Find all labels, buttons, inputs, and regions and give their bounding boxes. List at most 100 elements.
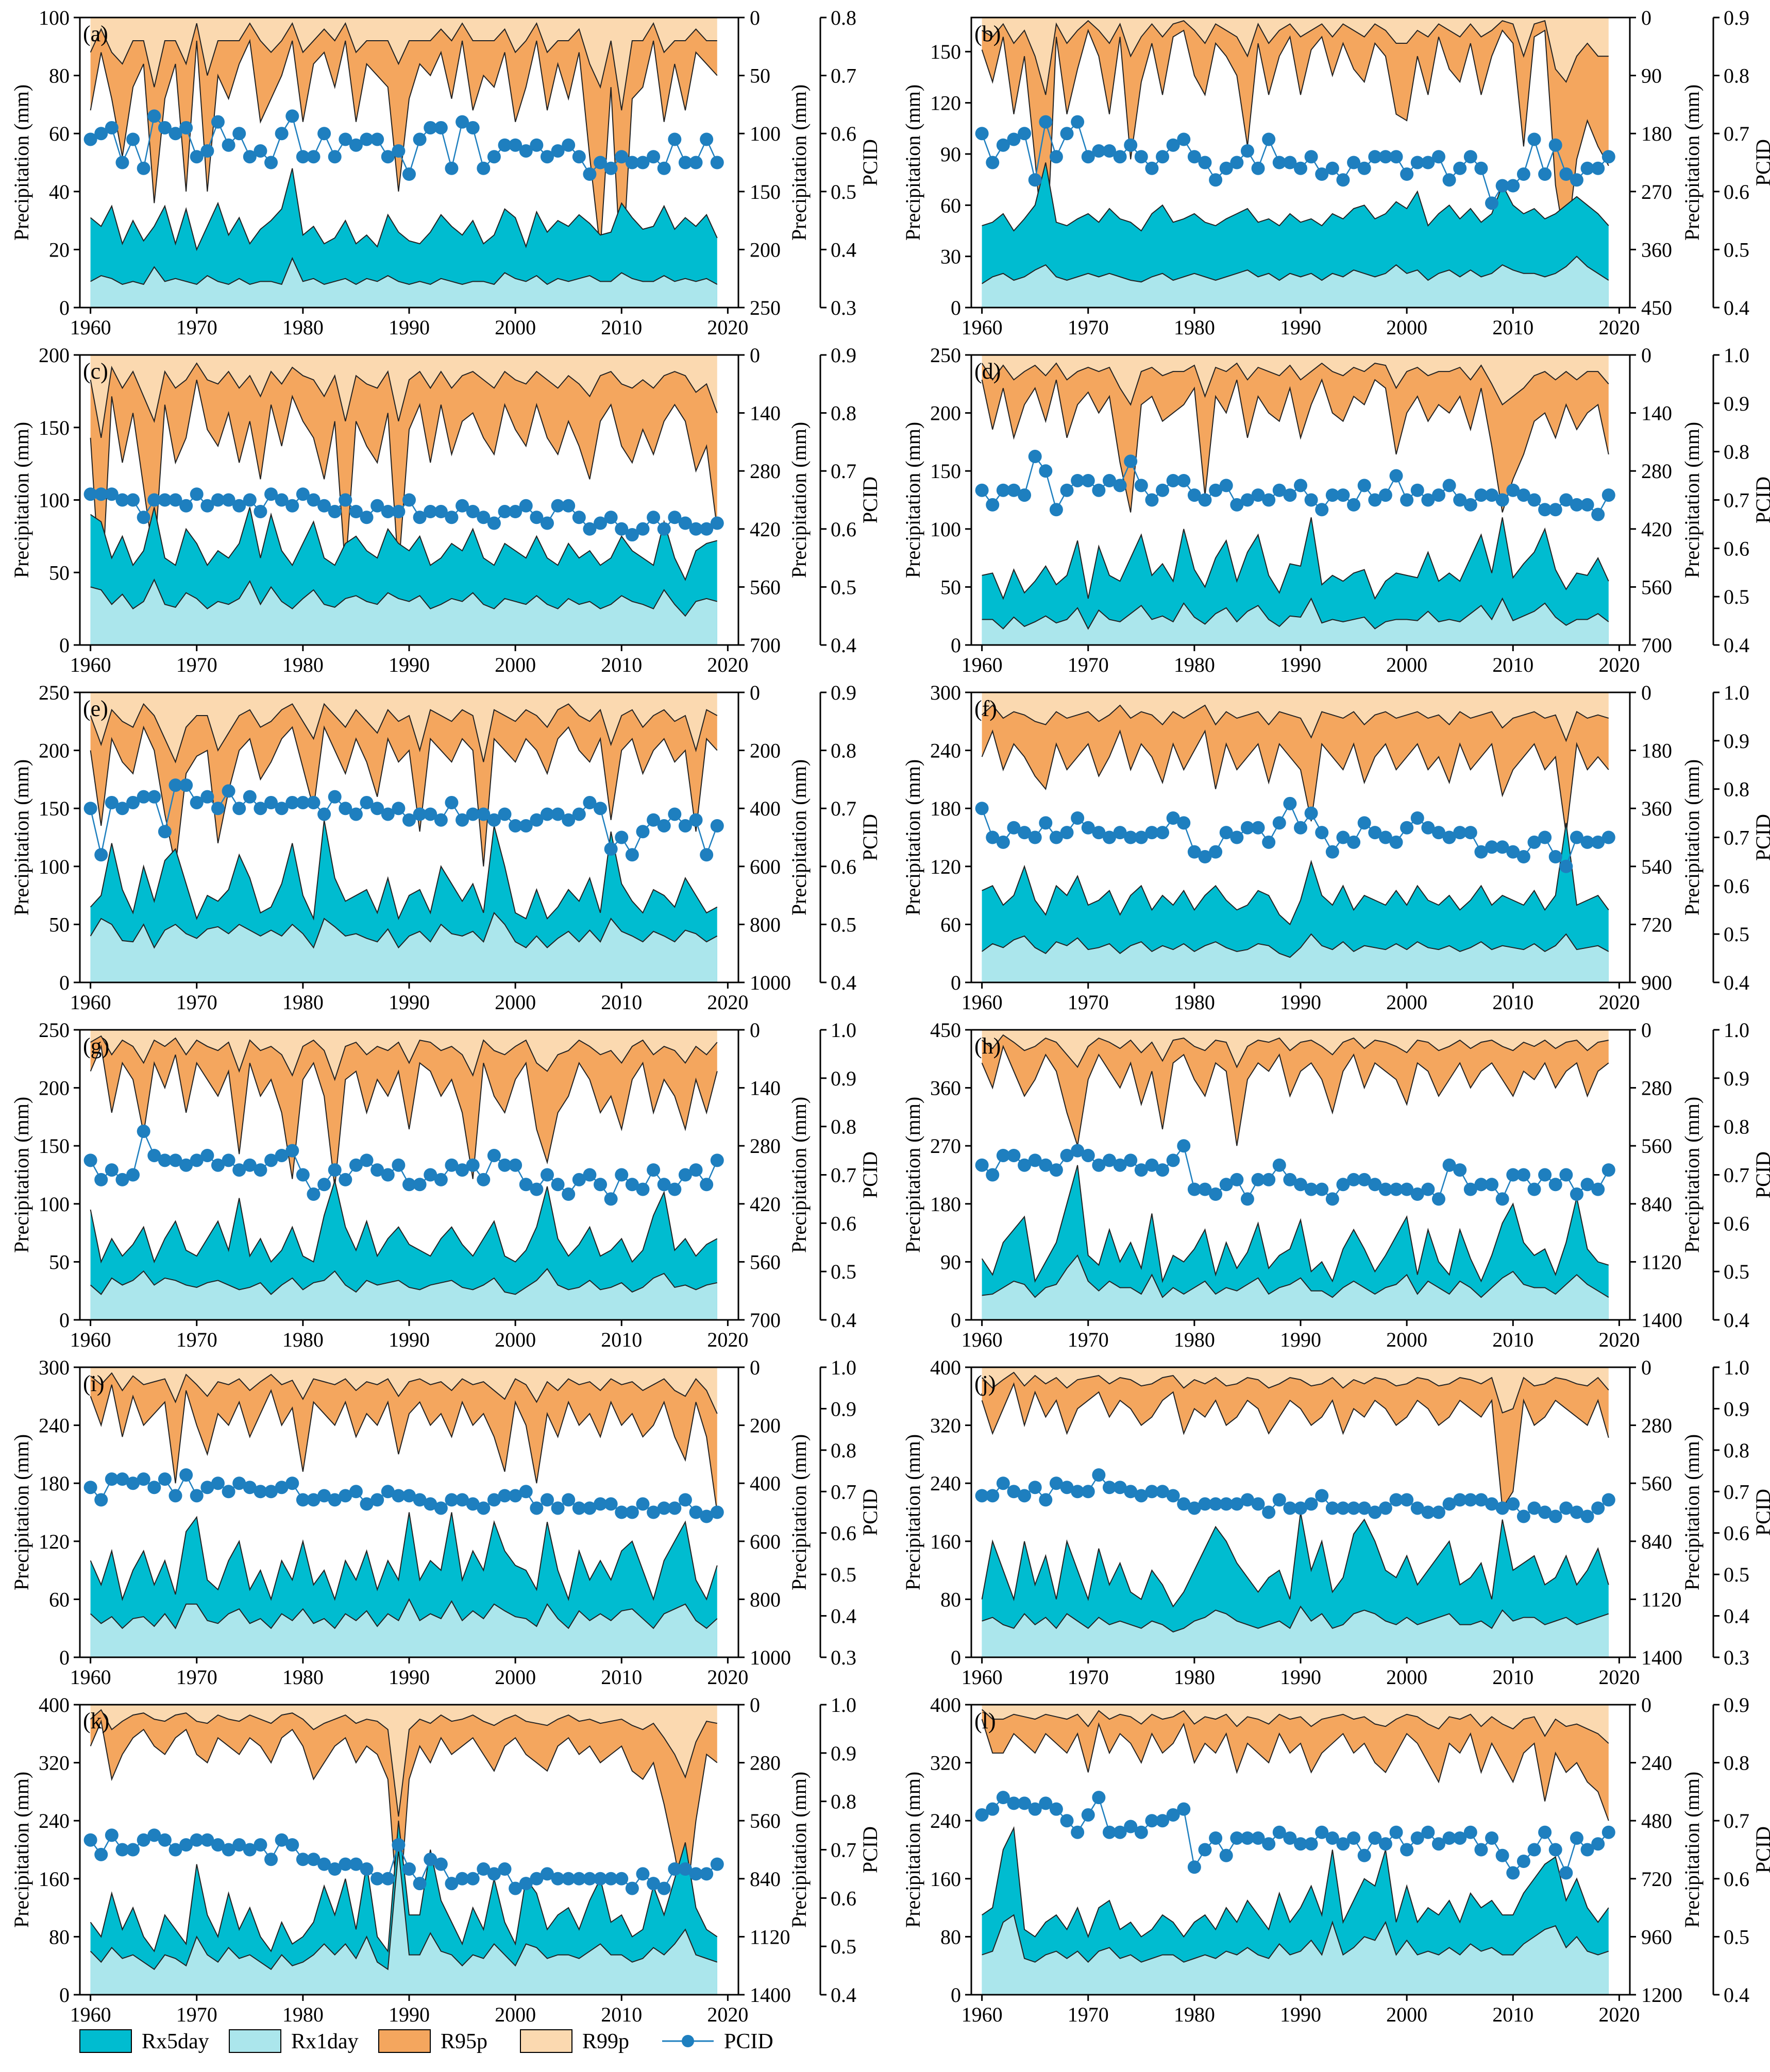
pcid-point	[254, 1163, 267, 1177]
panel-label: (b)	[974, 21, 1001, 46]
pcid-point	[678, 1493, 692, 1507]
pcid-point	[647, 813, 661, 827]
r99p-line	[90, 703, 718, 763]
x-tick-label: 2000	[495, 1666, 536, 1689]
rx5day-line	[90, 507, 718, 581]
pcid-point	[594, 1872, 608, 1886]
pcid-point	[519, 499, 533, 513]
y2-tick-label: 700	[750, 634, 781, 657]
y3-tick-label: 0.4	[831, 238, 856, 261]
x-tick-label: 1990	[1280, 2003, 1321, 2026]
plot-area	[83, 1030, 724, 1320]
pcid-point	[296, 1853, 310, 1866]
y-tick-label: 80	[940, 1588, 961, 1611]
rx1day-line	[90, 1849, 718, 1971]
pcid-point	[594, 516, 608, 530]
pcid-point	[975, 1158, 989, 1172]
pcid-point	[1357, 816, 1371, 830]
pcid-point	[975, 483, 989, 497]
pcid-point	[1559, 1866, 1573, 1880]
pcid-point	[519, 1877, 533, 1891]
pcid-point	[636, 522, 650, 536]
y3-tick-label: 0.9	[1724, 729, 1749, 753]
x-tick-label: 1970	[176, 2003, 217, 2026]
pcid-point	[1357, 1501, 1371, 1515]
pcid-point	[243, 493, 257, 507]
panel-g: 1960 1970 1980 1990 2000 2010 2020050100150200…	[10, 1018, 882, 1351]
pcid-point	[986, 1168, 1000, 1182]
y-tick-label: 240	[930, 1472, 961, 1495]
pcid-point	[1602, 1163, 1615, 1177]
y2-tick-label: 420	[750, 1193, 781, 1216]
r95p-area	[982, 1035, 1609, 1146]
y-tick-label: 0	[59, 1309, 70, 1332]
y2-tick-label: 560	[1641, 1472, 1672, 1495]
pcid-point	[1219, 1497, 1233, 1511]
pcid-point	[339, 1489, 352, 1503]
pcid-point	[370, 1872, 384, 1886]
pcid-point	[137, 1472, 150, 1486]
y3-tick-label: 0.3	[1724, 1646, 1749, 1669]
pcid-point	[115, 156, 129, 169]
y2-tick-label: 280	[750, 460, 781, 483]
x-tick-label: 2000	[1386, 2003, 1427, 2026]
pcid-point	[137, 511, 150, 524]
pcid-point	[700, 1178, 714, 1192]
pcid-point	[562, 1493, 576, 1507]
pcid-point	[1102, 1825, 1116, 1839]
pcid-point	[986, 830, 1000, 844]
pcid-point	[147, 109, 161, 123]
pcid-point	[1357, 479, 1371, 492]
pcid-point	[1548, 503, 1562, 517]
pcid-point	[254, 1838, 267, 1852]
x-tick-label: 1970	[176, 991, 217, 1014]
y-tick-label: 100	[39, 489, 70, 512]
y2-tick-label: 90	[1641, 64, 1662, 88]
pcid-point	[1325, 1831, 1339, 1845]
y-tick-label: 120	[930, 92, 961, 115]
pcid-point	[1315, 503, 1329, 517]
pcid-point	[583, 1501, 597, 1515]
pcid-point	[1580, 498, 1594, 512]
pcid-point	[200, 499, 214, 513]
pcid-point	[710, 1857, 724, 1871]
plot-area	[83, 355, 724, 645]
x-tick-label: 1960	[962, 2003, 1003, 2026]
pcid-point	[254, 1485, 267, 1499]
y3-axis-title: PCID	[1751, 1151, 1770, 1198]
pcid-point	[1495, 1848, 1509, 1862]
pcid-point	[1485, 840, 1499, 854]
x-tick-label: 2020	[1598, 991, 1640, 1014]
pcid-point	[349, 1158, 363, 1172]
y3-tick-label: 0.6	[1724, 874, 1749, 897]
pcid-point	[562, 1872, 576, 1886]
pcid-point	[1039, 1493, 1053, 1507]
y3-tick-label: 0.9	[1724, 1693, 1749, 1717]
pcid-point	[604, 1872, 618, 1886]
pcid-point	[83, 1481, 97, 1494]
pcid-point	[1294, 821, 1307, 835]
pcid-point	[115, 1472, 129, 1486]
legend-label: Rx5day	[142, 2030, 209, 2053]
y-tick-label: 100	[930, 518, 961, 541]
pcid-point	[1007, 132, 1021, 146]
r95p-line	[981, 1719, 1609, 1821]
pcid-point	[1463, 1493, 1477, 1507]
y3-tick-label: 0.8	[1724, 64, 1749, 88]
pcid-point	[115, 493, 129, 507]
pcid-point	[1262, 1837, 1276, 1851]
pcid-point	[1304, 493, 1318, 507]
y2-tick-label: 250	[750, 296, 781, 319]
pcid-point	[540, 1493, 554, 1507]
pcid-point	[211, 493, 225, 507]
pcid-point	[1272, 156, 1286, 169]
rx1day-line	[90, 911, 718, 949]
pcid-point	[1039, 1796, 1053, 1810]
y-tick-label: 0	[59, 296, 70, 319]
pcid-point	[200, 1148, 214, 1162]
y2-tick-label: 200	[750, 1414, 781, 1437]
pcid-point	[1294, 161, 1307, 175]
pcid-point	[1559, 493, 1573, 507]
pcid-point	[317, 127, 331, 141]
pcid-point	[540, 150, 554, 164]
